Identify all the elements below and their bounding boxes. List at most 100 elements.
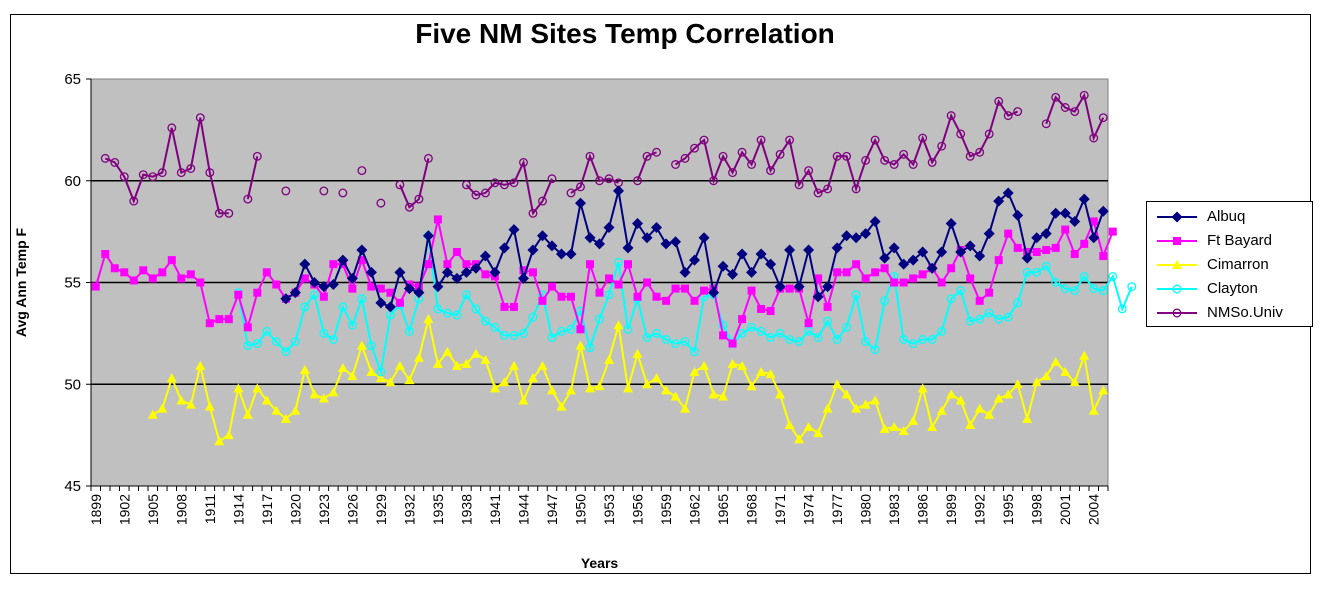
data-point [890,279,898,287]
data-point [719,331,727,339]
data-point [1042,246,1050,254]
x-tick-label: 1986 [915,494,931,525]
data-point [1004,230,1012,238]
data-point [424,260,432,268]
x-tick-label: 1998 [1029,494,1045,525]
data-point [643,279,651,287]
data-point [120,268,128,276]
data-point [187,270,195,278]
data-point [510,303,518,311]
data-point [111,264,119,272]
data-point [92,283,100,291]
x-tick-label: 1959 [658,494,674,525]
data-point [1071,250,1079,258]
x-tick-label: 1980 [858,494,874,525]
legend-item: Albuq [1147,205,1312,229]
x-tick-label: 1950 [572,494,588,525]
data-point [700,287,708,295]
x-tick-label: 1917 [259,494,275,525]
data-point [481,270,489,278]
data-point [158,268,166,276]
x-tick-label: 1947 [544,494,560,525]
legend: Albuq Ft Bayard Cimarron Clayton NMSo.Univ [1146,201,1313,327]
data-point [985,289,993,297]
data-point [1061,226,1069,234]
data-point [557,293,565,301]
x-tick-label: 1902 [116,494,132,525]
x-tick-label: 1953 [601,494,617,525]
data-point [434,215,442,223]
x-tick-label: 1935 [430,494,446,525]
data-point [596,289,604,297]
legend-swatch [1155,255,1199,275]
data-point [748,287,756,295]
data-point [767,307,775,315]
x-tick-label: 2004 [1086,494,1102,525]
x-tick-label: 1944 [515,494,531,525]
data-point [862,274,870,282]
data-point [909,274,917,282]
data-point [253,289,261,297]
legend-swatch [1155,279,1199,299]
y-tick-label: 60 [64,173,81,190]
data-point [586,260,594,268]
x-tick-label: 1956 [630,494,646,525]
data-point [244,323,252,331]
x-tick-label: 1941 [487,494,503,525]
x-axis-ticks: 1899 1902 1905 1908 1911 1914 1917 1920 1923 1926… [88,486,1108,525]
legend-label: NMSo.Univ [1207,304,1283,321]
data-point [843,268,851,276]
data-point [576,325,584,333]
y-tick-label: 50 [64,376,81,393]
x-tick-label: 1974 [801,494,817,525]
data-point [738,315,746,323]
data-point [101,250,109,258]
legend-item: Clayton [1147,277,1312,301]
data-point [757,305,765,313]
legend-label: Ft Bayard [1207,232,1272,249]
x-tick-label: 1932 [401,494,417,525]
data-point [947,264,955,272]
x-tick-label: 1989 [943,494,959,525]
data-point [1109,228,1117,236]
data-point [453,248,461,256]
data-point [538,297,546,305]
data-point [1014,244,1022,252]
data-point [786,285,794,293]
data-point [149,274,157,282]
data-point [348,285,356,293]
data-point [805,319,813,327]
data-point [206,319,214,327]
x-tick-label: 1923 [316,494,332,525]
x-axis-label: Years [581,555,619,571]
data-point [215,315,223,323]
legend-swatch [1155,303,1199,323]
x-tick-label: 1968 [744,494,760,525]
x-tick-label: 1908 [173,494,189,525]
x-tick-label: 1929 [373,494,389,525]
x-tick-label: 1962 [687,494,703,525]
data-point [234,291,242,299]
data-point [938,279,946,287]
y-tick-label: 45 [64,478,81,495]
data-point [852,260,860,268]
data-point [177,274,185,282]
data-point [919,270,927,278]
data-point [500,303,508,311]
y-tick-label: 55 [64,275,81,292]
x-tick-label: 1995 [1000,494,1016,525]
data-point [196,279,204,287]
data-point [529,268,537,276]
data-point [168,256,176,264]
data-point [263,268,271,276]
x-tick-label: 1911 [202,494,218,524]
x-tick-label: 1992 [972,494,988,525]
data-point [900,279,908,287]
data-point [995,256,1003,264]
legend-item: Cimarron [1147,253,1312,277]
x-tick-label: 1899 [88,494,104,525]
data-point [396,299,404,307]
data-point [1033,248,1041,256]
data-point [225,315,233,323]
x-tick-label: 1905 [145,494,161,525]
